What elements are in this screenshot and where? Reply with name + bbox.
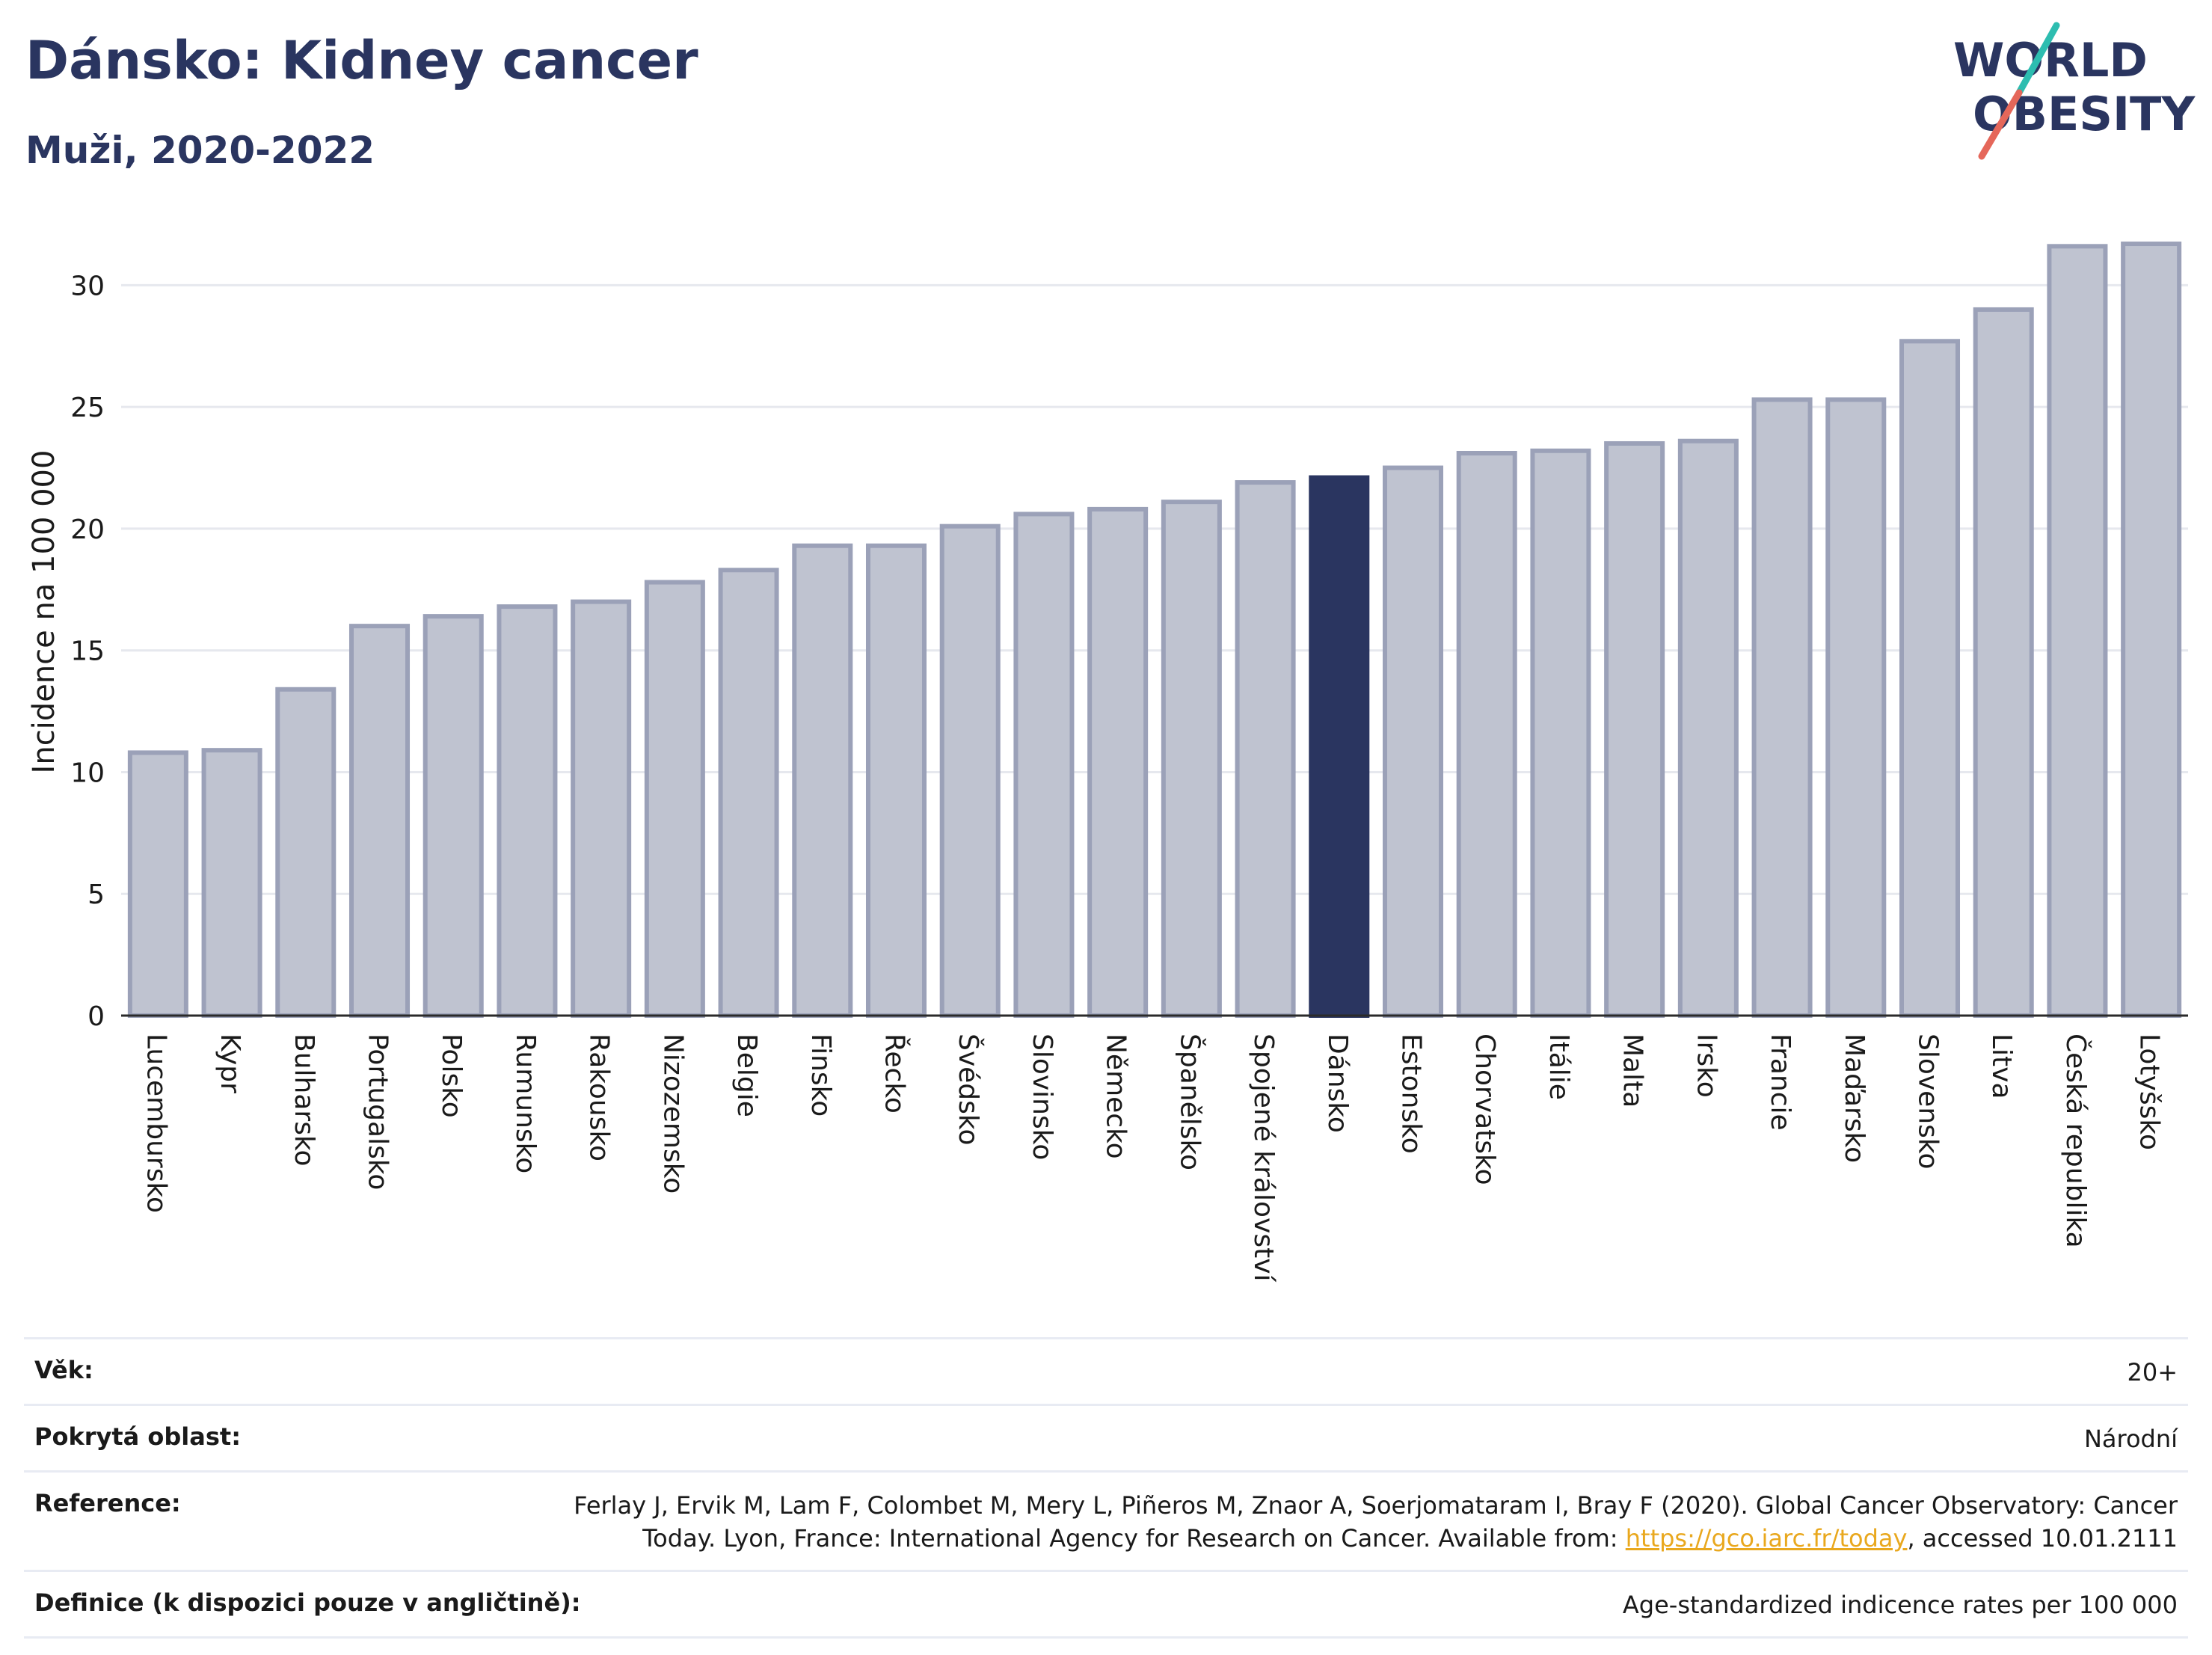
meta-age-value: 20+ [2127,1358,2178,1387]
reference-text-3: , accessed 10.01.2111 [1907,1524,2178,1553]
bar [1604,440,1665,1018]
x-tick-label: Irsko [1691,1034,1721,1098]
x-tick-label: Francie [1765,1034,1795,1131]
x-tick-label: Německo [1101,1034,1131,1159]
x-tick-label: Rumunsko [510,1034,541,1173]
bar [571,599,632,1018]
bar [275,687,337,1018]
y-tick-label: 5 [87,879,105,910]
bar [1309,475,1370,1018]
y-tick-label: 0 [87,1001,105,1032]
label-layer: Lucembursko Kypr Bulharsko Portugalsko Polsk… [141,1034,2164,1283]
y-tick-label: 10 [70,758,105,788]
x-tick-label: Maďarsko [1839,1034,1870,1163]
x-tick-label: Lucembursko [141,1034,171,1213]
bar-layer [127,242,2182,1018]
bar [1235,480,1296,1018]
x-tick-label: Belgie [731,1034,762,1117]
reference-text-1: Ferlay J, Ervik M, Lam F, Colombet M, Me… [574,1491,2178,1520]
bar-chart: 0 5 10 15 20 25 30 Lucembursko Kypr Bulharsko Por… [27,242,2188,1283]
x-tick-label: Itálie [1543,1034,1574,1100]
bar [1456,451,1517,1018]
bar [939,523,1001,1018]
x-tick-label: Nizozemsko [657,1034,688,1194]
x-tick-label: Slovensko [1913,1034,1944,1170]
logo-slash-teal [2015,22,2060,96]
meta-row-reference: Reference: Ferlay J, Ervik M, Lam F, Col… [24,1470,2188,1570]
x-tick-label: Portugalsko [363,1034,393,1190]
y-tick-label: 15 [70,636,105,667]
bar [1013,512,1075,1018]
x-tick-label: Švédsko [953,1034,984,1146]
x-tick-label: Polsko [436,1034,467,1118]
y-axis-label: Incidence na 100 000 [27,450,61,774]
bar [1382,465,1444,1018]
meta-row-area: Pokrytá oblast: Národní [24,1404,2188,1470]
bar [792,543,853,1018]
bar [865,543,927,1018]
meta-area-label: Pokrytá oblast: [34,1422,241,1451]
bar [1161,500,1222,1018]
meta-reference-label: Reference: [34,1489,181,1517]
bar [1087,506,1149,1018]
y-tick-label: 25 [70,393,105,423]
world-obesity-logo: WORLD OBESITY [1953,22,2196,160]
x-tick-label: Španělsko [1174,1034,1205,1170]
axis-layer: 0 5 10 15 20 25 30 [70,271,2188,1032]
meta-reference-value: Ferlay J, Ervik M, Lam F, Colombet M, Me… [574,1489,2178,1555]
logo-slash-coral [1978,89,2023,160]
y-tick-label: 30 [70,271,105,301]
x-tick-label: Chorvatsko [1469,1034,1500,1185]
bar [1899,339,1961,1018]
reference-text-2: Today. Lyon, France: International Agenc… [642,1524,1626,1553]
bar [1751,397,1813,1018]
bar [497,604,558,1018]
x-tick-label: Malta [1617,1034,1648,1108]
x-tick-label: Řecko [879,1034,911,1114]
bar [1677,438,1739,1018]
bar [423,614,484,1018]
bar [1825,397,1887,1018]
x-tick-label: Slovinsko [1027,1034,1057,1160]
bar [201,748,262,1018]
x-tick-label: Rakousko [584,1034,615,1161]
meta-definition-value: Age-standardized indicence rates per 100… [1622,1591,2178,1619]
bar [718,568,779,1018]
x-tick-label: Estonsko [1396,1034,1427,1154]
meta-definition-label: Definice (k dispozici pouze v angličtině… [34,1588,581,1617]
meta-area-value: Národní [2083,1425,2178,1453]
bar [2047,244,2108,1018]
x-tick-label: Bulharsko [289,1034,319,1167]
y-tick-label: 20 [70,515,105,545]
bar [2121,242,2182,1018]
bar [127,750,188,1018]
x-tick-label: Spojené království [1248,1034,1279,1283]
chart-subtitle: Muži, 2020-2022 [25,129,375,172]
x-tick-label: Finsko [805,1034,836,1117]
x-tick-label: Dánsko [1322,1034,1353,1133]
metadata-table: Věk: 20+ Pokrytá oblast: Národní Referen… [24,1337,2188,1639]
reference-link[interactable]: https://gco.iarc.fr/today [1625,1524,1908,1553]
meta-row-definition: Definice (k dispozici pouze v angličtině… [24,1570,2188,1639]
x-tick-label: Česká republika [2060,1034,2092,1248]
x-tick-label: Kypr [215,1034,245,1093]
chart-title: Dánsko: Kidney cancer [25,30,698,91]
x-tick-label: Litva [1986,1034,2017,1099]
bar [644,580,705,1018]
bar [348,624,411,1018]
meta-age-label: Věk: [34,1356,93,1384]
bar [1973,307,2034,1018]
bar [1530,448,1591,1018]
x-tick-label: Lotyšsko [2134,1034,2165,1150]
meta-row-age: Věk: 20+ [24,1337,2188,1404]
